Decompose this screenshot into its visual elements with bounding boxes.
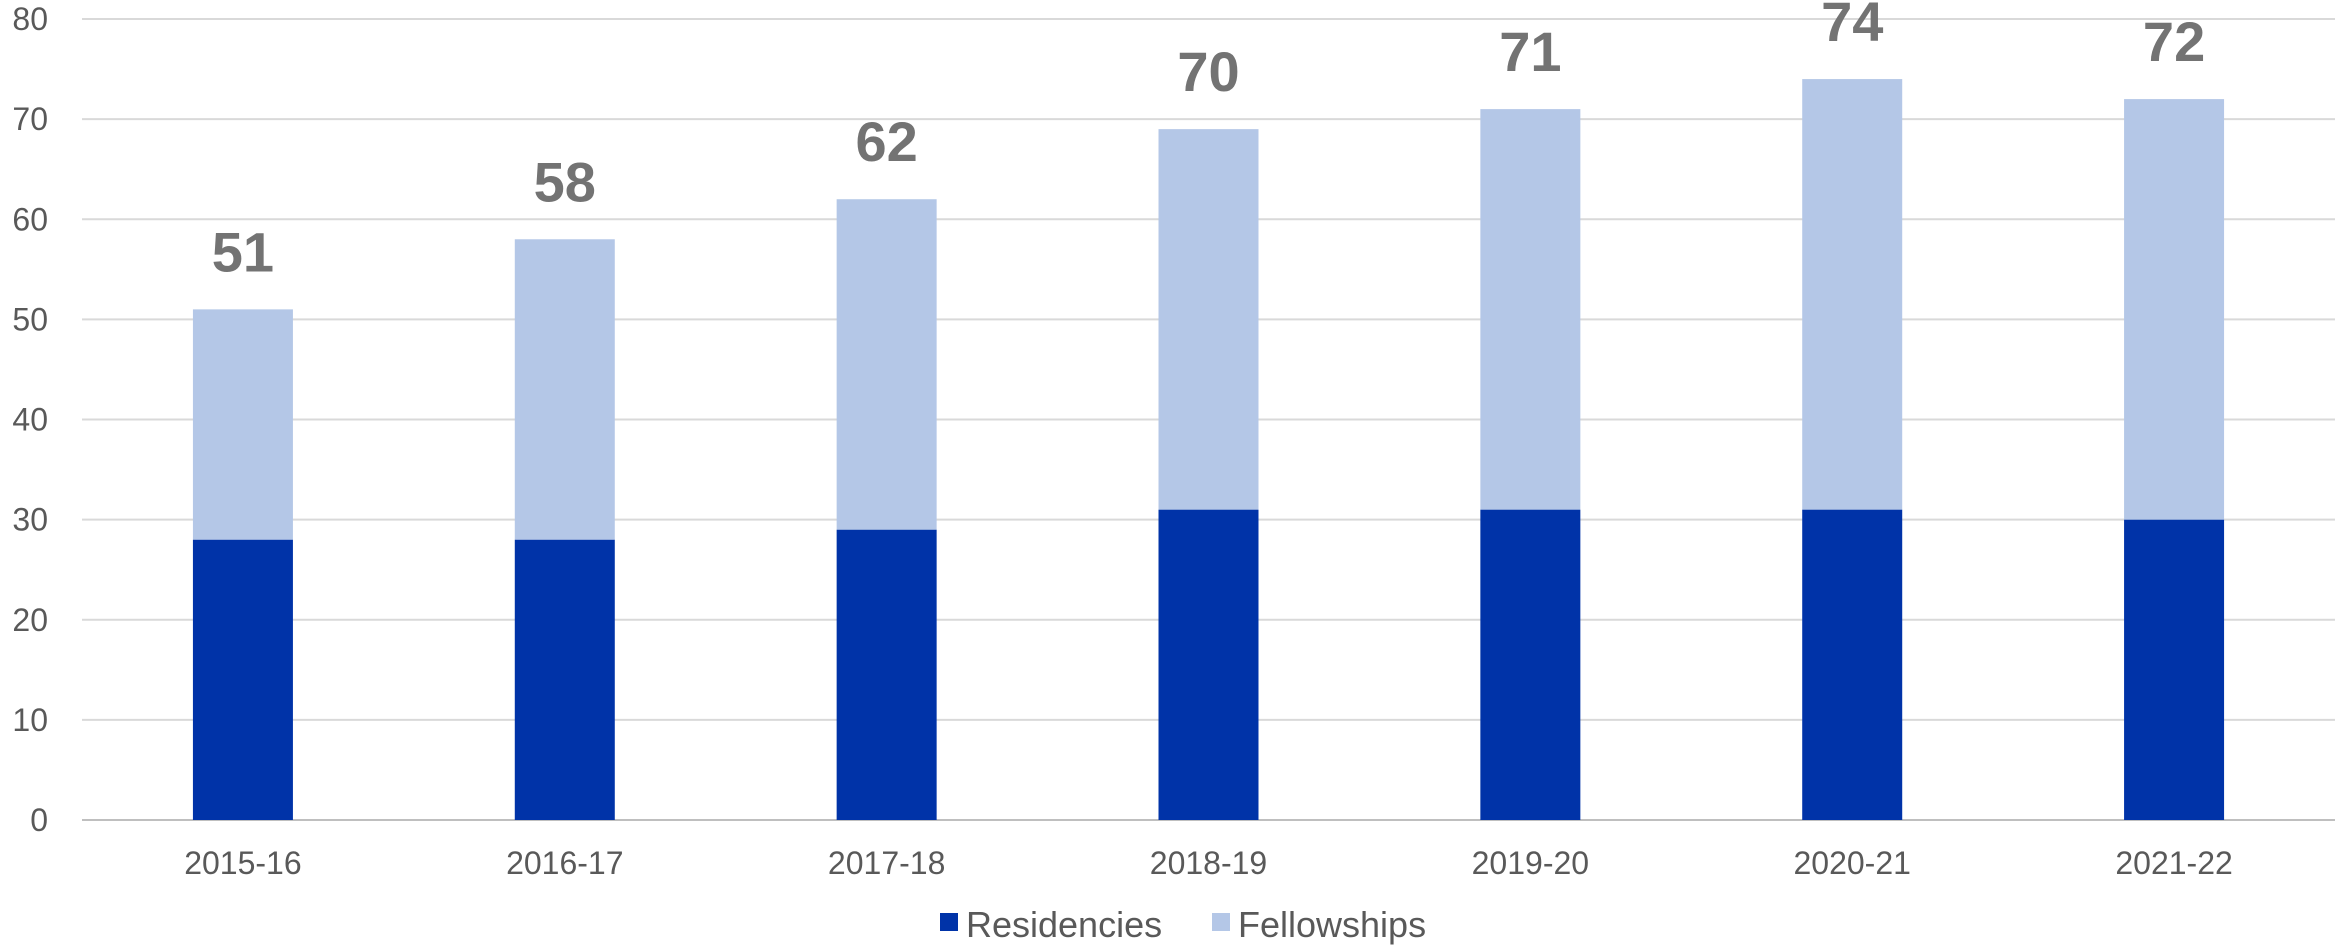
x-tick-label: 2021-22 xyxy=(2115,845,2232,881)
x-tick-label: 2019-20 xyxy=(1472,845,1589,881)
y-tick-label: 40 xyxy=(12,402,48,438)
total-label: 70 xyxy=(1177,40,1239,103)
bar-residencies-2018-19 xyxy=(1158,509,1259,820)
total-label: 51 xyxy=(212,220,274,283)
x-tick-label: 2015-16 xyxy=(184,845,301,881)
legend-swatch-residencies xyxy=(940,913,958,931)
bar-residencies-2017-18 xyxy=(836,529,937,820)
bar-fellowships-2017-18 xyxy=(836,199,937,530)
bar-residencies-2019-20 xyxy=(1480,509,1581,820)
bar-fellowships-2016-17 xyxy=(514,239,615,540)
x-axis: 2015-16 2016-17 2017-18 2018-19 2019-20 2020-… xyxy=(184,845,2233,881)
legend-label-fellowships: Fellowships xyxy=(1238,904,1426,945)
total-label: 62 xyxy=(855,110,917,173)
y-tick-label: 60 xyxy=(12,201,48,237)
x-tick-label: 2016-17 xyxy=(506,845,623,881)
bar-fellowships-2020-21 xyxy=(1802,79,1903,510)
bar-residencies-2020-21 xyxy=(1802,509,1903,820)
x-tick-label: 2017-18 xyxy=(828,845,945,881)
y-tick-label: 50 xyxy=(12,301,48,337)
total-label: 71 xyxy=(1499,20,1561,83)
bar-residencies-2016-17 xyxy=(514,539,615,820)
y-tick-label: 20 xyxy=(12,602,48,638)
y-tick-label: 80 xyxy=(12,1,48,37)
total-label: 58 xyxy=(534,150,596,213)
bar-fellowships-2015-16 xyxy=(192,309,293,540)
legend-label-residencies: Residencies xyxy=(966,904,1162,945)
bar-fellowships-2019-20 xyxy=(1480,109,1581,510)
total-label: 72 xyxy=(2143,10,2205,73)
bars xyxy=(192,79,2225,820)
bar-fellowships-2018-19 xyxy=(1158,129,1259,510)
x-tick-label: 2020-21 xyxy=(1793,845,1910,881)
y-axis: 0 10 20 30 40 50 60 70 80 xyxy=(12,1,48,838)
x-tick-label: 2018-19 xyxy=(1150,845,1267,881)
bar-fellowships-2021-22 xyxy=(2124,99,2225,520)
y-tick-label: 0 xyxy=(30,802,48,838)
y-tick-label: 70 xyxy=(12,101,48,137)
bar-residencies-2021-22 xyxy=(2124,519,2225,820)
total-labels: 51 58 62 70 71 74 72 xyxy=(212,0,2205,283)
total-label: 74 xyxy=(1821,0,1883,53)
legend: Residencies Fellowships xyxy=(940,904,1426,945)
y-tick-label: 30 xyxy=(12,502,48,538)
y-tick-label: 10 xyxy=(12,702,48,738)
legend-swatch-fellowships xyxy=(1212,913,1230,931)
bar-residencies-2015-16 xyxy=(192,539,293,820)
